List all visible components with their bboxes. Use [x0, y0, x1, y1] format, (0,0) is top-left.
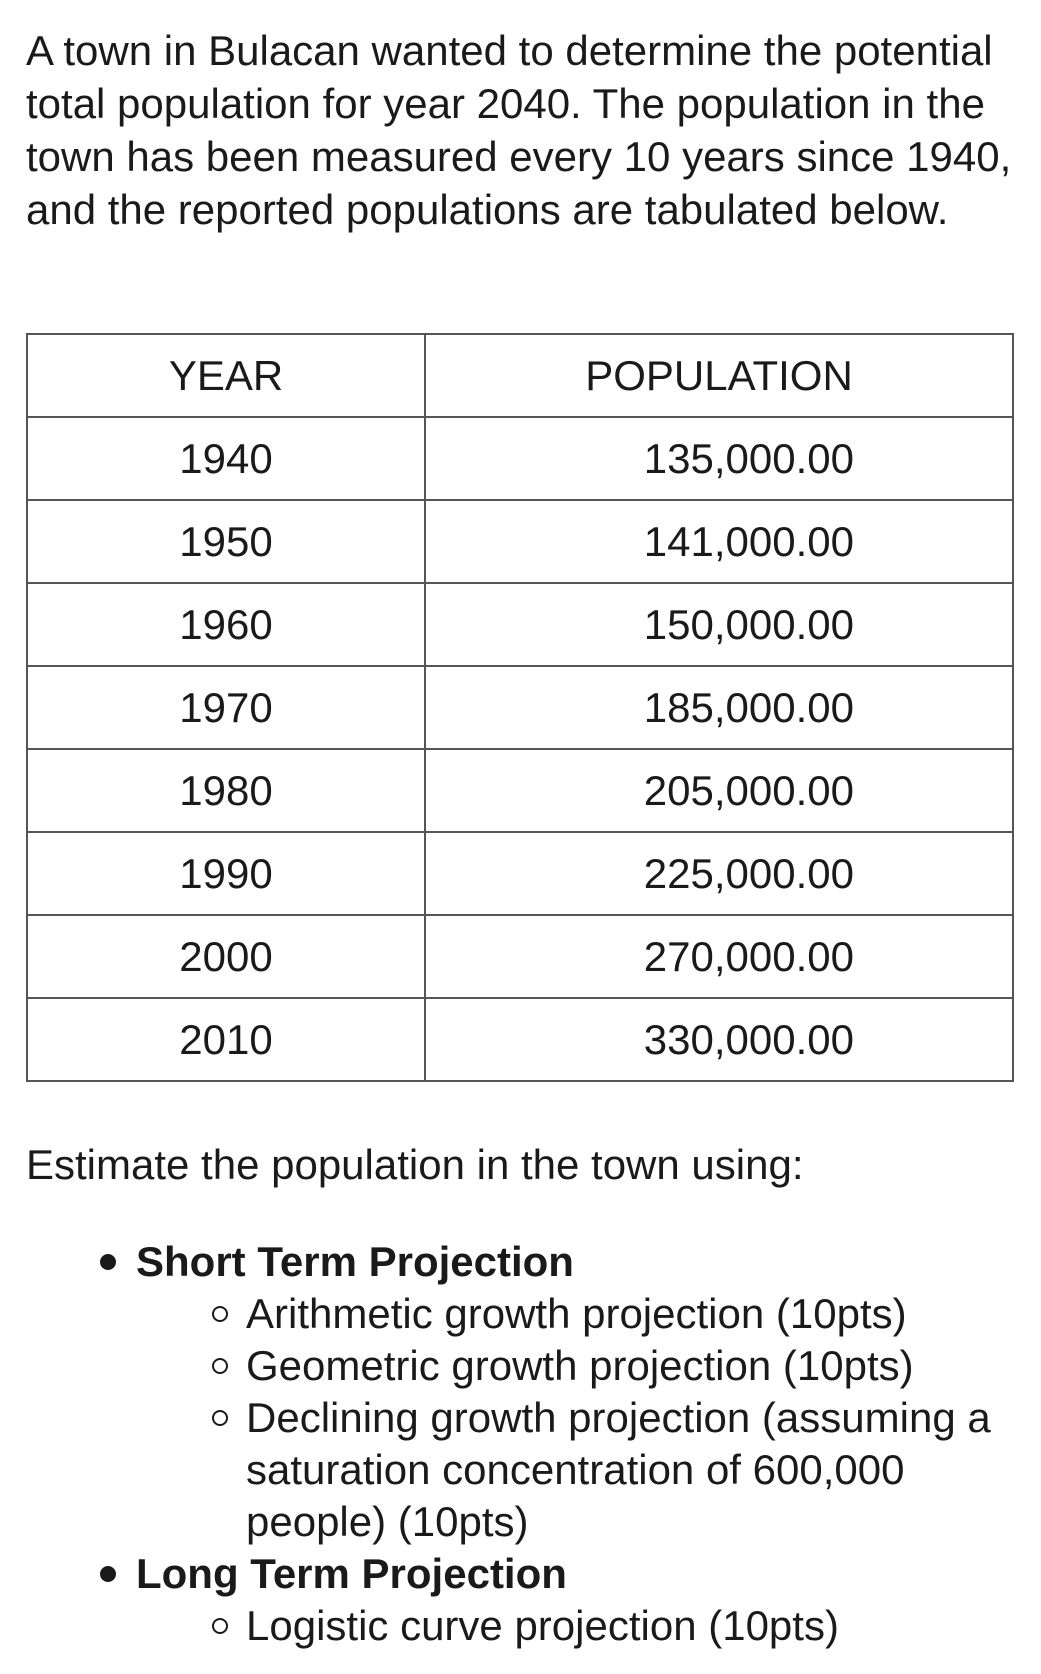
list-item: Arithmetic growth projection (10pts): [136, 1288, 1016, 1340]
year-cell: 1950: [26, 499, 426, 584]
list-item-text: Geometric growth projection (10pts): [246, 1342, 914, 1389]
table-row: 2010 330,000.00: [26, 997, 1014, 1082]
population-cell: 205,000.00: [424, 748, 1014, 833]
population-cell: 135,000.00: [424, 416, 1014, 501]
year-cell: 2010: [26, 997, 426, 1082]
population-table: YEAR POPULATION 1940 135,000.00 1950 141…: [26, 333, 1014, 1082]
long-term-sublist: Logistic curve projection (10pts): [136, 1600, 1016, 1652]
table-row: 1950 141,000.00: [26, 499, 1014, 584]
table-row: 1970 185,000.00: [26, 665, 1014, 750]
population-column-header: POPULATION: [424, 333, 1014, 418]
year-cell: 1980: [26, 748, 426, 833]
list-item: Geometric growth projection (10pts): [136, 1340, 1016, 1392]
population-cell: 270,000.00: [424, 914, 1014, 999]
population-cell: 141,000.00: [424, 499, 1014, 584]
year-cell: 1990: [26, 831, 426, 916]
projection-list: Short Term Projection Arithmetic growth …: [96, 1236, 1016, 1652]
year-column-header: YEAR: [26, 333, 426, 418]
section-title-long-term: Long Term Projection: [136, 1550, 567, 1597]
list-item-short-term: Short Term Projection Arithmetic growth …: [96, 1236, 1016, 1548]
year-cell: 1940: [26, 416, 426, 501]
instruction-text: Estimate the population in the town usin…: [26, 1141, 804, 1188]
population-cell: 150,000.00: [424, 582, 1014, 667]
year-cell: 2000: [26, 914, 426, 999]
list-item-long-term: Long Term Projection Logistic curve proj…: [96, 1548, 1016, 1652]
population-cell: 185,000.00: [424, 665, 1014, 750]
circle-bullet-icon: [212, 1306, 228, 1322]
table-header-row: YEAR POPULATION: [26, 333, 1014, 418]
bullet-dot-icon: [100, 1254, 116, 1270]
table-row: 1940 135,000.00: [26, 416, 1014, 501]
bullet-dot-icon: [100, 1566, 116, 1582]
circle-bullet-icon: [212, 1410, 228, 1426]
short-term-sublist: Arithmetic growth projection (10pts) Geo…: [136, 1288, 1016, 1548]
table-row: 1960 150,000.00: [26, 582, 1014, 667]
list-item: Declining growth projection (assuming a …: [136, 1392, 1016, 1548]
year-cell: 1970: [26, 665, 426, 750]
list-item-text: Logistic curve projection (10pts): [246, 1602, 839, 1649]
circle-bullet-icon: [212, 1618, 228, 1634]
circle-bullet-icon: [212, 1358, 228, 1374]
table-row: 2000 270,000.00: [26, 914, 1014, 999]
table-row: 1990 225,000.00: [26, 831, 1014, 916]
year-cell: 1960: [26, 582, 426, 667]
table-row: 1980 205,000.00: [26, 748, 1014, 833]
list-item-text: Arithmetic growth projection (10pts): [246, 1290, 907, 1337]
list-item: Logistic curve projection (10pts): [136, 1600, 1016, 1652]
section-title-short-term: Short Term Projection: [136, 1238, 574, 1285]
population-cell: 330,000.00: [424, 997, 1014, 1082]
intro-paragraph: A town in Bulacan wanted to determine th…: [26, 27, 1012, 233]
population-cell: 225,000.00: [424, 831, 1014, 916]
list-item-text: Declining growth projection (assuming a …: [246, 1394, 991, 1545]
